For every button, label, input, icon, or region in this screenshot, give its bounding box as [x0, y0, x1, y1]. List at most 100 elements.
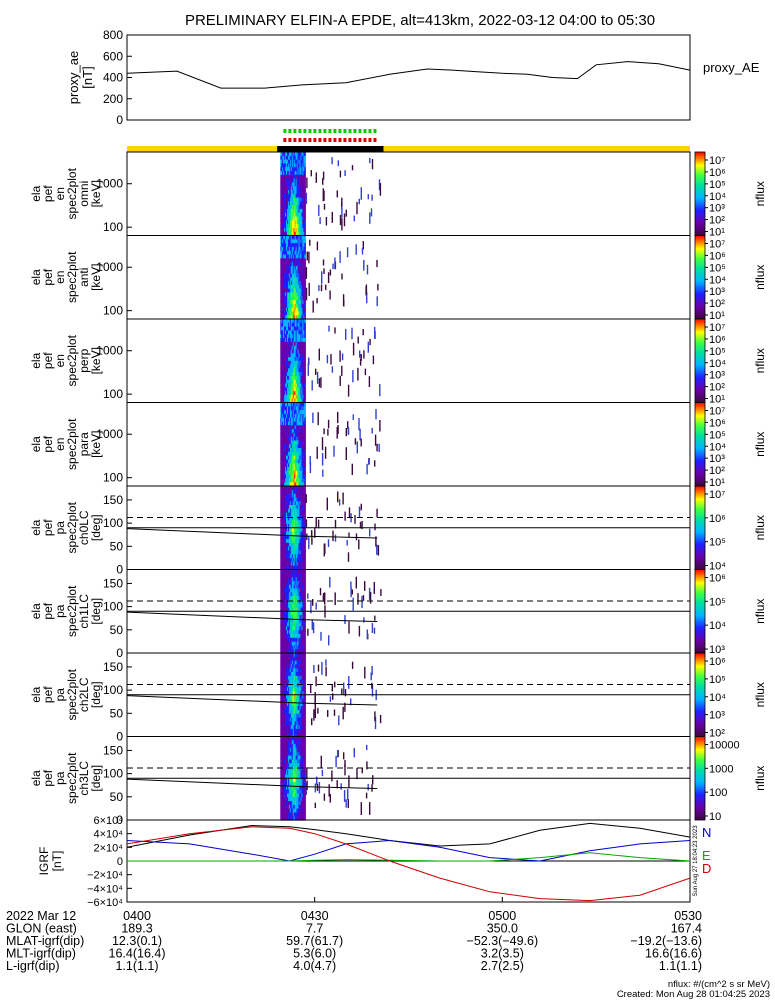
spectrogram-cell	[281, 258, 283, 263]
spectrogram-cell	[288, 482, 290, 487]
spectrogram-cell	[288, 747, 291, 753]
spectrogram-speck	[360, 438, 362, 447]
spectrogram-speck	[322, 469, 324, 477]
spectrogram-cell	[295, 493, 298, 498]
spectrogram-cell	[299, 645, 302, 650]
spectrogram-cell	[286, 615, 288, 620]
spectrogram-cell	[295, 660, 298, 665]
spectrogram-cell	[290, 311, 293, 316]
spectrogram-cell	[284, 630, 286, 635]
spectrogram-cell	[288, 227, 291, 233]
spectrogram-cell	[285, 474, 287, 479]
spectrogram-cell	[296, 474, 299, 479]
spectrogram-cell	[291, 341, 294, 347]
spectrogram-cell	[298, 334, 301, 339]
spectrogram-cell	[288, 406, 291, 411]
spectrogram-speck	[341, 273, 343, 280]
spectrogram-cell	[288, 785, 290, 791]
spectrogram-cell	[289, 201, 292, 206]
spectrogram-cell	[282, 706, 284, 711]
spectrogram-cell	[282, 444, 284, 449]
spectrogram-cell	[288, 611, 291, 616]
spectrogram-cell	[303, 273, 305, 278]
spectrogram-speck	[333, 445, 335, 457]
spectrogram-cell	[284, 467, 286, 472]
spectrogram-cell	[295, 489, 298, 495]
spectrogram-cell	[282, 421, 284, 426]
spectrogram-cell	[296, 535, 299, 540]
spectrogram-cell	[281, 303, 283, 309]
spectrogram-cell	[288, 474, 290, 479]
spectrogram-cell	[289, 603, 292, 609]
spectrogram-cell	[301, 303, 303, 309]
spectrogram-cell	[290, 626, 293, 631]
spectrogram-cell	[289, 569, 292, 574]
spectrogram-cell	[288, 505, 291, 510]
spectrogram-cell	[301, 573, 303, 578]
spectrogram-cell	[300, 406, 303, 411]
spectrogram-cell	[293, 558, 296, 563]
spectrogram-cell	[304, 672, 306, 677]
spectrogram-cell	[304, 220, 306, 225]
spectrogram-cell	[299, 193, 302, 199]
spectrogram-speck	[321, 453, 324, 466]
spectrogram-cell	[285, 205, 287, 210]
spectrogram-cell	[301, 611, 303, 616]
spectrogram-cell	[303, 622, 305, 627]
spectrogram-cell	[286, 315, 288, 320]
spectrogram-speck	[316, 371, 319, 384]
spectrogram-cell	[295, 182, 298, 187]
spectrogram-cell	[301, 497, 303, 502]
spectrogram-cell	[294, 717, 297, 722]
spectrogram-cell	[303, 588, 305, 593]
spectrogram-cell	[286, 421, 288, 426]
spectrogram-cell	[286, 398, 288, 404]
spectrogram-cell	[284, 801, 286, 806]
spectrogram-cell	[289, 516, 292, 521]
spectrogram-cell	[287, 368, 289, 373]
spectrogram-cell	[285, 394, 287, 400]
spectrogram-cell	[288, 292, 290, 297]
spectrogram-cell	[284, 747, 286, 753]
spectrogram-cell	[297, 709, 300, 715]
spectrogram-cell	[291, 345, 294, 350]
spectrogram-cell	[302, 262, 304, 267]
spectrogram-cell	[290, 736, 293, 741]
spectrogram-cell	[282, 505, 284, 510]
marker-green	[338, 129, 342, 133]
spectrogram-speck	[352, 414, 354, 420]
spectrogram-cell	[293, 455, 296, 460]
spectrogram-cell	[287, 375, 289, 381]
spectrogram-cell	[303, 341, 305, 347]
spectrogram-cell	[288, 797, 290, 802]
spectrogram-cell	[288, 542, 291, 548]
spectrogram-cell	[290, 580, 293, 586]
spectrogram-cell	[296, 394, 299, 400]
spectrogram-cell	[288, 353, 290, 358]
spectrogram-cell	[286, 816, 288, 821]
spectrogram-cell	[293, 770, 296, 776]
spectrogram-cell	[300, 349, 303, 354]
spectrogram-cell	[284, 281, 286, 286]
spectrogram-cell	[291, 167, 294, 172]
spectrogram-speck	[362, 329, 364, 336]
spectrogram-cell	[296, 672, 299, 677]
spectrogram-cell	[284, 675, 286, 681]
spectrogram-cell	[290, 451, 293, 457]
spectrogram-cell	[296, 353, 299, 358]
spectrogram-cell	[296, 645, 299, 650]
spectrogram-cell	[301, 660, 303, 665]
spectrogram-cell	[286, 641, 288, 646]
spectrogram-cell	[301, 432, 303, 438]
spectrogram-cell	[299, 288, 302, 293]
spectrogram-speck	[310, 601, 312, 614]
spectrogram-cell	[291, 599, 294, 605]
spectrogram-cell	[284, 531, 286, 536]
spectrogram-cell	[283, 539, 285, 544]
spectrogram-cell	[303, 451, 305, 457]
spectrogram-cell	[301, 778, 303, 783]
spectrogram-cell	[286, 516, 288, 521]
spectrogram-cell	[280, 402, 282, 407]
spectrogram-cell	[300, 284, 303, 290]
science-zone-bar	[127, 146, 690, 152]
